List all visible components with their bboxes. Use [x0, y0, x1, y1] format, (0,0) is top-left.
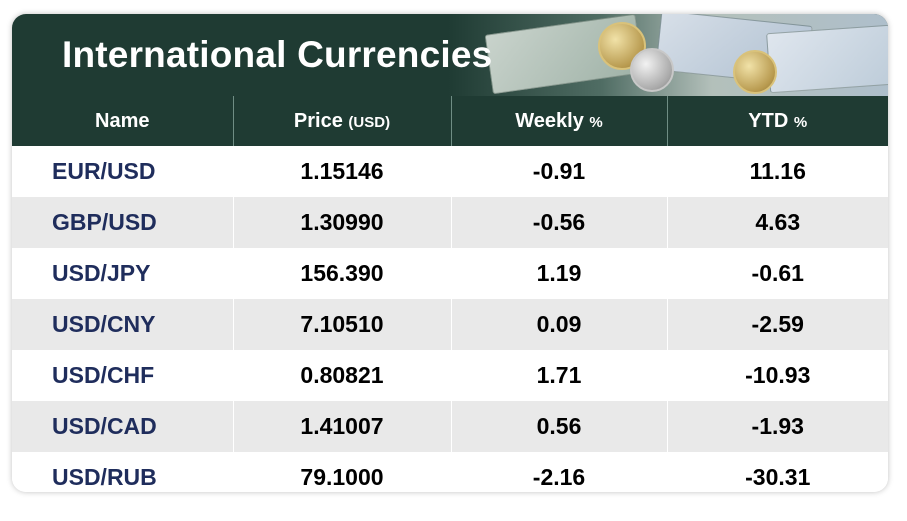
cell-ytd: 11.16 [666, 146, 888, 197]
cell-price: 1.41007 [232, 401, 451, 452]
table-row: USD/RUB 79.1000 -2.16 -30.31 [12, 452, 888, 492]
table-row: USD/CHF 0.80821 1.71 -10.93 [12, 350, 888, 401]
currency-table: Name Price (USD) Weekly % YTD % EUR/USD … [12, 96, 888, 492]
cell-name: USD/CAD [12, 401, 233, 452]
cell-price: 1.30990 [232, 197, 451, 248]
cell-weekly: 1.71 [450, 350, 667, 401]
cell-weekly: -0.56 [450, 197, 667, 248]
cell-name: USD/CHF [12, 350, 233, 401]
cell-weekly: 0.09 [450, 299, 667, 350]
currency-card: International Currencies Name Price (USD… [12, 14, 888, 492]
cell-ytd: 4.63 [666, 197, 888, 248]
banknote-image [766, 22, 888, 94]
cell-name: USD/RUB [12, 452, 233, 492]
cell-weekly: -2.16 [450, 452, 667, 492]
column-header-label: Weekly [515, 109, 584, 132]
cell-ytd: -2.59 [666, 299, 888, 350]
cell-weekly: 1.19 [450, 248, 667, 299]
coin-image [733, 50, 777, 94]
column-header-unit: % [793, 113, 808, 131]
page-title: International Currencies [62, 34, 493, 75]
table-row: USD/JPY 156.390 1.19 -0.61 [12, 248, 888, 299]
column-header-unit: % [589, 113, 603, 131]
cell-ytd: -0.61 [666, 248, 888, 299]
column-header-price: Price (USD) [232, 96, 451, 146]
column-header-label: YTD [748, 109, 789, 132]
coin-image [630, 48, 674, 92]
currency-banknotes-image [448, 14, 888, 96]
cell-name: GBP/USD [12, 197, 233, 248]
coin-image [598, 22, 646, 70]
cell-ytd: -10.93 [666, 350, 888, 401]
cell-weekly: 0.56 [450, 401, 667, 452]
cell-ytd: -1.93 [666, 401, 888, 452]
table-row: GBP/USD 1.30990 -0.56 4.63 [12, 197, 888, 248]
table-row: USD/CAD 1.41007 0.56 -1.93 [12, 401, 888, 452]
column-header-name: Name [12, 96, 233, 146]
table-row: EUR/USD 1.15146 -0.91 11.16 [12, 146, 888, 197]
cell-name: USD/CNY [12, 299, 233, 350]
table-header-row: Name Price (USD) Weekly % YTD % [12, 96, 888, 146]
column-header-unit: (USD) [348, 113, 391, 131]
column-header-ytd: YTD % [666, 96, 888, 146]
cell-weekly: -0.91 [450, 146, 667, 197]
cell-price: 7.10510 [232, 299, 451, 350]
column-header-label: Price [293, 109, 343, 132]
cell-name: USD/JPY [12, 248, 233, 299]
cell-name: EUR/USD [12, 146, 233, 197]
cell-ytd: -30.31 [666, 452, 888, 492]
cell-price: 0.80821 [232, 350, 451, 401]
cell-price: 79.1000 [232, 452, 451, 492]
cell-price: 1.15146 [232, 146, 451, 197]
table-row: USD/CNY 7.10510 0.09 -2.59 [12, 299, 888, 350]
title-bar: International Currencies [12, 14, 888, 96]
column-header-weekly: Weekly % [450, 96, 667, 146]
cell-price: 156.390 [232, 248, 451, 299]
column-header-label: Name [95, 109, 150, 132]
